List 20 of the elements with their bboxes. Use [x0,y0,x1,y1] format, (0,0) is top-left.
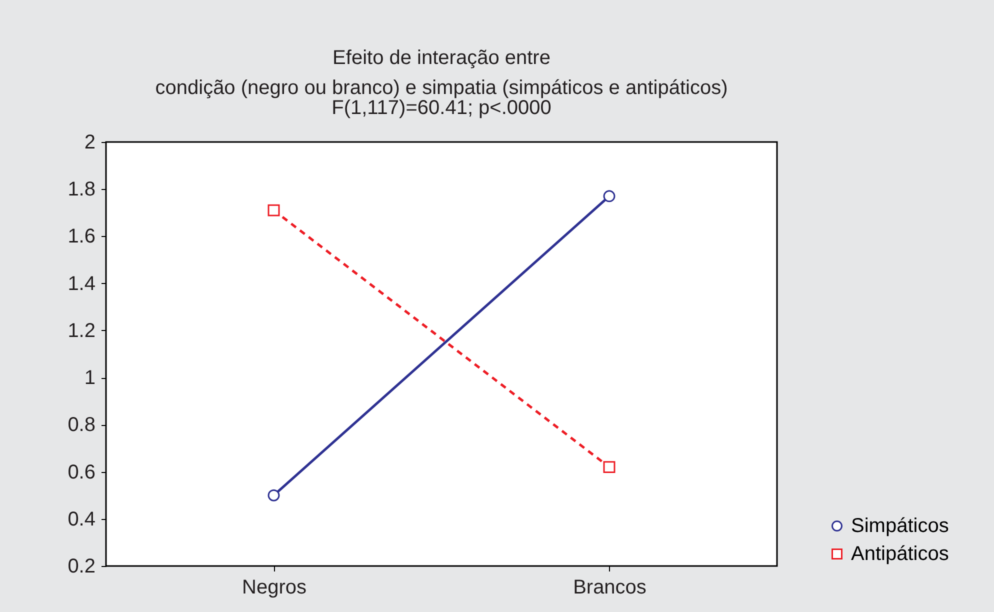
point [603,190,616,202]
y-tick-label: 1.4 [68,272,96,295]
y-tick-label: 0.2 [68,556,96,578]
point [268,204,280,216]
point [603,461,616,474]
y-tick-label: 1.8 [68,178,96,201]
chart-title: Efeito de interação entre condição (negro ou branco) e simpatia (simpáticos e antipáticos) [155,47,728,99]
y-tick-label: 0.4 [68,508,96,530]
chart-subtitle: F(1,117)=60.41; p<.0000 [332,97,552,119]
y-tick-label: 1 [84,367,96,390]
y-tick-label: 0.6 [68,461,96,484]
x-tick-label: Negros [242,576,306,598]
y-tick-label: 0.8 [68,414,96,436]
point [268,489,280,502]
y-tick-label: 2 [84,132,96,154]
y-tick-label: 1.6 [68,226,96,248]
y-tick-label: 1.2 [68,320,96,342]
legend-label: Simpáticos [851,515,949,537]
x-tick-label: Brancos [573,576,646,598]
legend-label: Antipáticos [851,543,949,565]
